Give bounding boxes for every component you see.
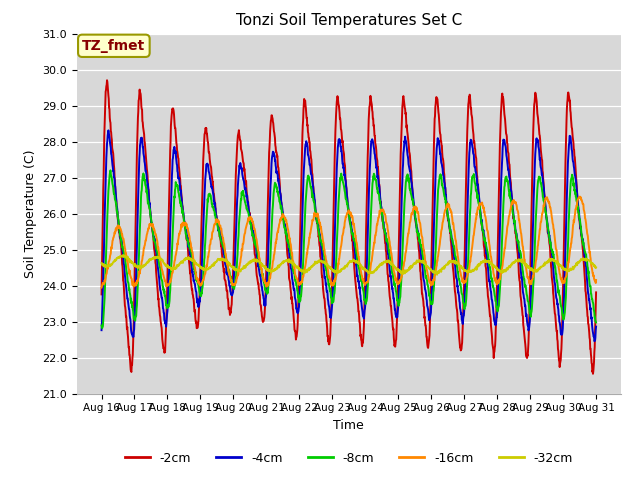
-32cm <box>120 252 128 258</box>
Y-axis label: Soil Temperature (C): Soil Temperature (C) <box>24 149 36 278</box>
-2cm <box>424 342 432 348</box>
-4cm <box>104 128 112 133</box>
-2cm <box>292 336 300 342</box>
-4cm <box>506 177 514 182</box>
-8cm <box>425 290 433 296</box>
-32cm <box>592 264 600 270</box>
-8cm <box>506 195 514 201</box>
-4cm <box>548 255 556 261</box>
-2cm <box>207 164 215 170</box>
-16cm <box>576 194 584 200</box>
-4cm <box>292 300 300 306</box>
X-axis label: Time: Time <box>333 419 364 432</box>
-8cm <box>207 197 215 203</box>
-8cm <box>292 282 300 288</box>
-4cm <box>304 152 312 158</box>
-16cm <box>592 277 600 283</box>
-8cm <box>305 173 312 179</box>
-8cm <box>549 249 557 254</box>
-2cm <box>304 129 312 135</box>
-2cm <box>589 371 597 377</box>
Text: TZ_fmet: TZ_fmet <box>82 39 145 53</box>
-16cm <box>292 273 300 278</box>
Line: -32cm: -32cm <box>102 255 596 275</box>
Line: -8cm: -8cm <box>102 170 596 328</box>
-8cm <box>99 325 106 331</box>
Line: -4cm: -4cm <box>102 131 596 341</box>
-8cm <box>98 323 106 328</box>
-4cm <box>591 338 598 344</box>
-16cm <box>506 212 513 218</box>
-4cm <box>592 324 600 329</box>
Line: -2cm: -2cm <box>102 80 596 374</box>
-2cm <box>103 77 111 83</box>
-2cm <box>592 289 600 295</box>
-16cm <box>207 237 214 243</box>
-32cm <box>424 265 432 271</box>
-32cm <box>549 257 557 263</box>
-32cm <box>98 260 106 266</box>
Title: Tonzi Soil Temperatures Set C: Tonzi Soil Temperatures Set C <box>236 13 462 28</box>
-4cm <box>207 182 215 188</box>
-32cm <box>207 264 215 270</box>
-16cm <box>548 216 556 222</box>
-2cm <box>506 170 514 176</box>
-4cm <box>98 327 106 333</box>
-16cm <box>304 246 312 252</box>
-2cm <box>98 291 106 297</box>
-32cm <box>506 264 514 269</box>
-32cm <box>433 272 441 277</box>
-32cm <box>304 267 312 273</box>
-8cm <box>592 320 600 325</box>
-16cm <box>424 273 432 279</box>
-2cm <box>548 280 556 286</box>
-4cm <box>424 311 432 317</box>
-8cm <box>107 168 115 173</box>
-32cm <box>292 264 300 269</box>
Line: -16cm: -16cm <box>102 197 596 288</box>
-16cm <box>98 285 106 290</box>
Legend: -2cm, -4cm, -8cm, -16cm, -32cm: -2cm, -4cm, -8cm, -16cm, -32cm <box>120 447 578 469</box>
